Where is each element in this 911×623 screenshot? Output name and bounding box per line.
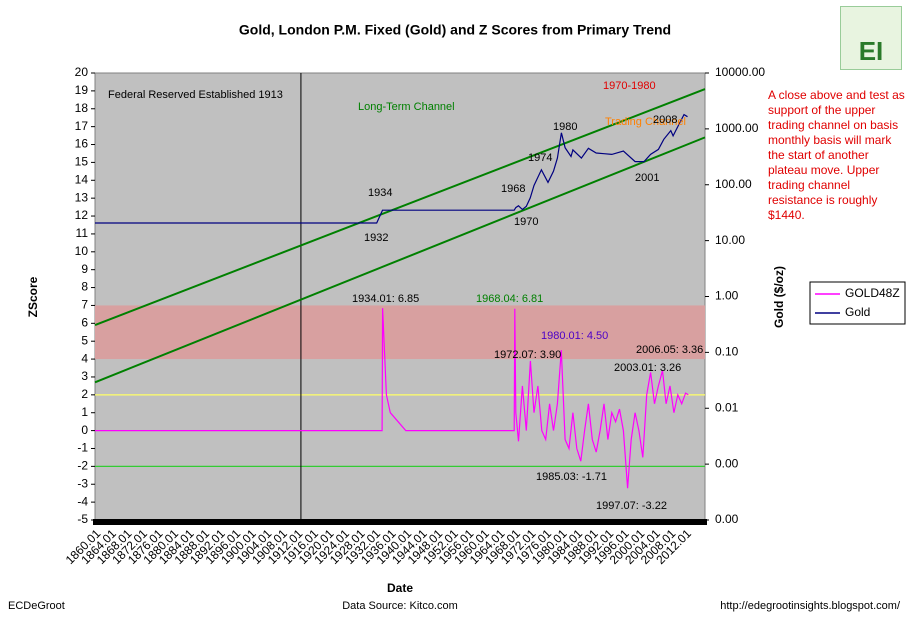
footer-left: ECDeGroot — [8, 600, 65, 612]
y2-tick-label: 0.01 — [715, 400, 739, 414]
annotation: 1972.07: 3.90 — [494, 349, 561, 361]
y2-axis-label: Gold ($/oz) — [772, 266, 786, 328]
y-tick-label: 0 — [81, 423, 88, 437]
footer-right: http://edegrootinsights.blogspot.com/ — [720, 600, 901, 612]
logo: EI — [840, 6, 902, 70]
annotation: 1934.01: 6.85 — [352, 293, 419, 305]
legend-label: GOLD48Z — [845, 286, 900, 300]
y-tick-label: 20 — [75, 65, 89, 79]
y-tick-label: -5 — [77, 512, 88, 526]
y-tick-label: 8 — [81, 280, 88, 294]
y2-tick-label: 10000.00 — [715, 65, 765, 79]
legend-box — [809, 281, 906, 325]
y-tick-label: 15 — [75, 155, 89, 169]
y-tick-label: 17 — [75, 119, 89, 133]
annotation: 1970 — [514, 216, 538, 228]
y2-tick-label: 1.00 — [715, 289, 739, 303]
y-tick-label: -4 — [77, 494, 88, 508]
annotation: Trading Channel — [605, 116, 686, 128]
y-tick-label: 16 — [75, 137, 89, 151]
y-tick-label: 14 — [75, 172, 89, 186]
y-tick-label: 18 — [75, 101, 89, 115]
y-tick-label: 13 — [75, 190, 89, 204]
annotation: 2006.05: 3.36 — [636, 344, 703, 356]
annotation: 2001 — [635, 172, 659, 184]
trend-line — [94, 88, 706, 327]
annotation: 1974 — [528, 152, 552, 164]
y-tick-label: 6 — [81, 315, 88, 329]
y2-tick-label: 1000.00 — [715, 121, 759, 135]
legend-label: Gold — [845, 305, 870, 319]
y-tick-label: 19 — [75, 83, 89, 97]
y-tick-label: 4 — [81, 351, 88, 365]
y-tick-label: 11 — [76, 226, 89, 240]
annotation: 1970-1980 — [603, 80, 656, 92]
annotation: 1968.04: 6.81 — [476, 293, 543, 305]
note: A close above and test as support of the… — [768, 88, 905, 222]
annotation: Long-Term Channel — [358, 101, 455, 113]
series-line — [95, 113, 688, 224]
trend-line — [94, 136, 706, 384]
annotation: 1934 — [368, 187, 392, 199]
y-axis-label: ZScore — [26, 276, 40, 317]
x-axis-label: Date — [387, 581, 413, 595]
annotation: 1997.07: -3.22 — [596, 500, 667, 512]
y-tick-label: 2 — [81, 387, 88, 401]
y-tick-label: 12 — [75, 208, 89, 222]
y-tick-label: -2 — [77, 459, 88, 473]
annotation: Federal Reserved Established 1913 — [108, 89, 283, 101]
annotation: 1980.01: 4.50 — [541, 330, 608, 342]
y-tick-label: 5 — [81, 333, 88, 347]
y2-tick-label: 0.10 — [715, 345, 739, 359]
annotation: 1985.03: -1.71 — [536, 471, 607, 483]
annotation: 1932 — [364, 232, 388, 244]
y-tick-label: -1 — [77, 441, 88, 455]
logo-text: EI — [858, 36, 884, 66]
y-tick-label: 7 — [81, 298, 88, 312]
y2-tick-label: 0.00 — [715, 512, 739, 526]
y2-tick-label: 0.00 — [715, 456, 739, 470]
chart-title: Gold, London P.M. Fixed (Gold) and Z Sco… — [239, 22, 671, 38]
y-tick-label: 3 — [81, 369, 88, 383]
x-axis-bar — [93, 519, 707, 525]
band — [95, 305, 705, 360]
y-tick-label: 9 — [81, 262, 88, 276]
y-tick-label: -3 — [77, 476, 88, 490]
y-tick-label: 10 — [75, 244, 89, 258]
annotation: 1980 — [553, 121, 577, 133]
y-tick-label: 1 — [81, 405, 88, 419]
y2-tick-label: 10.00 — [715, 233, 745, 247]
annotation: 2003.01: 3.26 — [614, 362, 681, 374]
annotation: 1968 — [501, 183, 525, 195]
y2-tick-label: 100.00 — [715, 177, 752, 191]
series-line — [95, 308, 689, 489]
footer-center: Data Source: Kitco.com — [342, 600, 458, 612]
plot-area — [94, 72, 706, 521]
annotation: 2008 — [653, 114, 677, 126]
